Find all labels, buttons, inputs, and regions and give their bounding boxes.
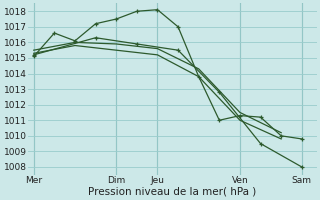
X-axis label: Pression niveau de la mer( hPa ): Pression niveau de la mer( hPa ) [88,187,256,197]
